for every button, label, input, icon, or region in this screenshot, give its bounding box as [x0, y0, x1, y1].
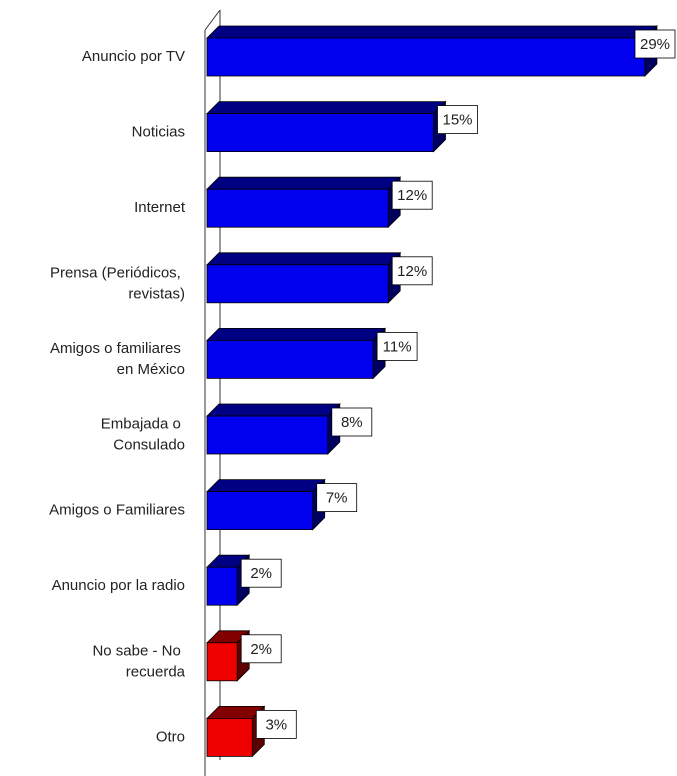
- value-label-box: [437, 105, 478, 134]
- bar-top: [206, 101, 447, 114]
- bar: [206, 327, 387, 380]
- category-label: Otro: [156, 728, 185, 745]
- value-label: 12%: [397, 263, 427, 280]
- bar-top: [206, 252, 402, 266]
- bar-top: [206, 327, 387, 341]
- bar-front: [206, 566, 238, 606]
- bar: [206, 478, 326, 531]
- value-label-box: [391, 256, 433, 286]
- bar-front: [206, 37, 646, 77]
- value-label: 11%: [383, 338, 412, 355]
- value-label: 8%: [341, 414, 363, 431]
- category-label: Internet: [134, 199, 186, 216]
- value-label-box: [391, 180, 433, 210]
- bar-top: [206, 479, 326, 493]
- value-label-box: [240, 558, 282, 588]
- bar-front: [206, 264, 389, 304]
- value-label-box: [316, 483, 358, 513]
- value-label: 7%: [326, 490, 348, 507]
- value-label: 2%: [250, 641, 272, 658]
- value-label-box: [376, 331, 418, 361]
- bar-front: [206, 415, 329, 455]
- value-label-box: [240, 634, 282, 664]
- category-label: Noticias: [132, 124, 185, 141]
- bar: [206, 25, 658, 77]
- category-label: Embajada o Consulado: [101, 415, 185, 453]
- value-label-box: [634, 29, 676, 59]
- bar: [206, 100, 447, 153]
- value-label: 12%: [397, 187, 427, 204]
- value-label-box: [331, 407, 373, 437]
- value-label: 15%: [442, 112, 472, 129]
- category-label: Anuncio por la radio: [52, 577, 185, 594]
- bar: [206, 251, 402, 304]
- bar: [206, 403, 341, 455]
- category-label: Amigos o familiares en México: [50, 340, 185, 378]
- bar-front: [206, 491, 314, 531]
- bar: [206, 705, 266, 758]
- bar: [206, 176, 402, 229]
- bar-top: [206, 176, 402, 190]
- value-label: 2%: [250, 565, 272, 582]
- category-label: Prensa (Periódicos, revistas): [50, 264, 185, 302]
- bar-top: [206, 403, 341, 417]
- bar-front: [206, 718, 253, 757]
- bar-front: [206, 642, 238, 682]
- category-label: Amigos o Familiares: [49, 502, 185, 519]
- value-label-box: [255, 710, 297, 739]
- category-label: No sabe - No recuerda: [92, 642, 185, 680]
- bar-front: [206, 188, 389, 228]
- bar-front: [206, 113, 434, 152]
- bar-front: [206, 339, 374, 379]
- value-label: 3%: [265, 716, 287, 733]
- category-label: Anuncio por TV: [82, 48, 185, 65]
- bar-top: [206, 25, 658, 39]
- value-label: 29%: [640, 36, 670, 53]
